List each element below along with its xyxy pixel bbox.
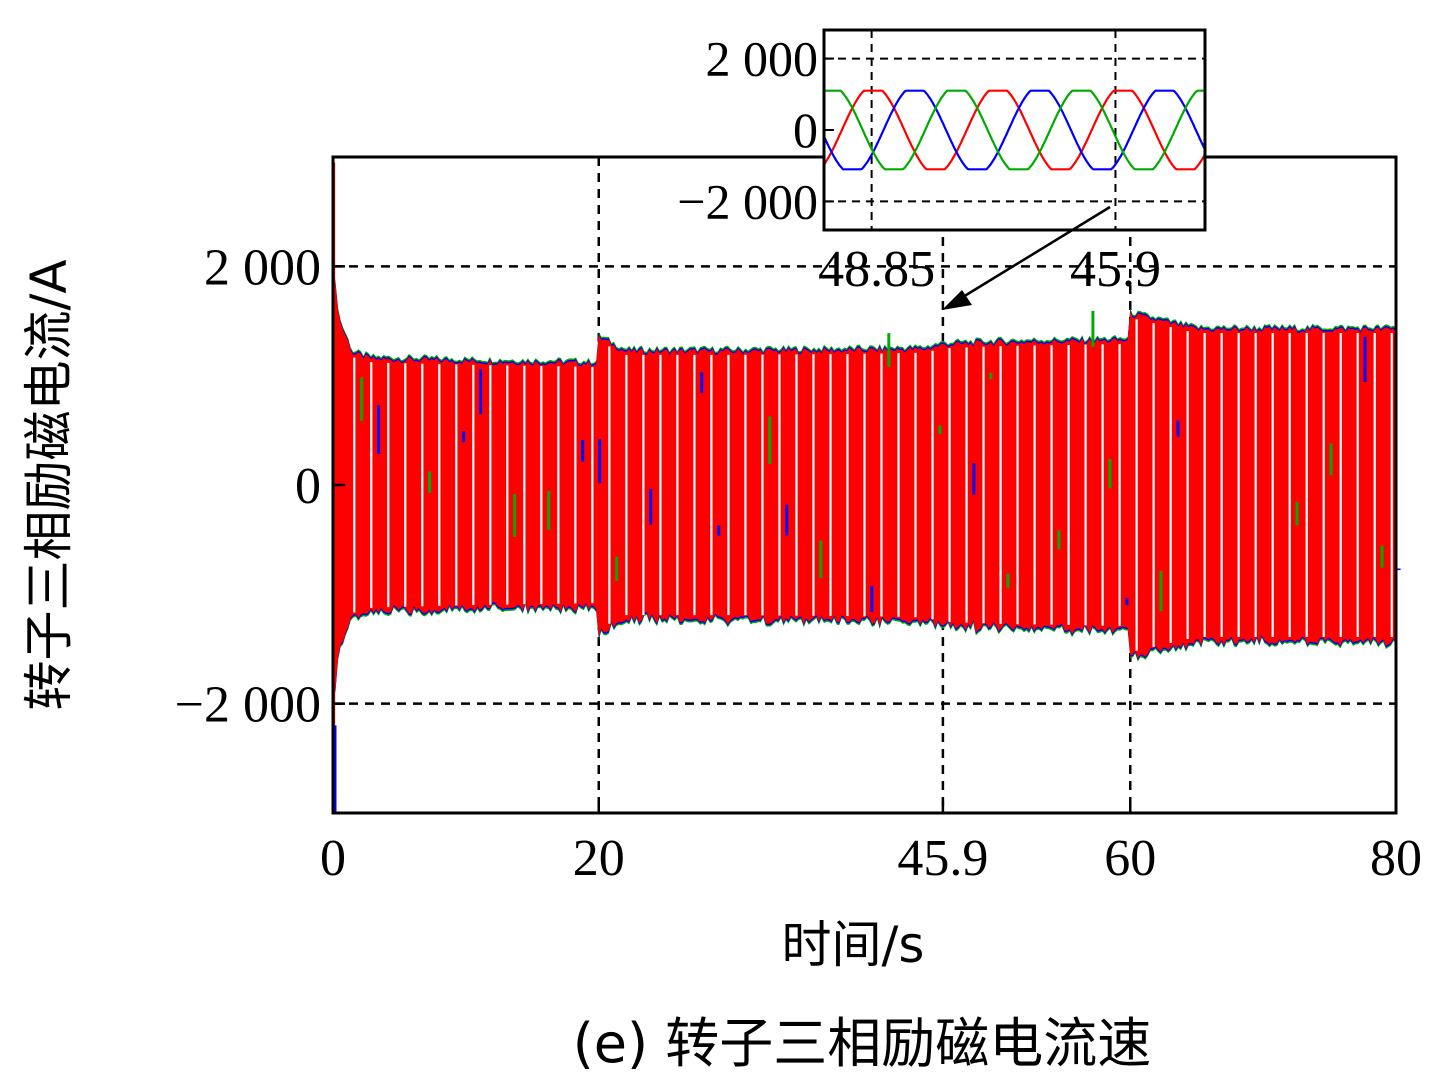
y-axis-label: 转子三相励磁电流/A [20, 259, 78, 710]
x-tick-labels: 0 20 45.9 60 80 [320, 830, 1422, 887]
chart-caption: (e) 转子三相励磁电流速 [573, 1012, 1152, 1075]
x-axis-label: 时间/s [782, 916, 925, 974]
inset-x-labels: 48.85 45.9 [818, 241, 1161, 298]
x-tick-label: 45.9 [897, 830, 988, 887]
inset-data [823, 89, 1206, 171]
arrow-head [942, 290, 972, 310]
zoom-inset: 2 000 0 −2 000 48.85 45.9 [677, 28, 1207, 298]
zoom-arrow [942, 205, 1111, 310]
inset-x-tick-label: 48.85 [818, 241, 935, 298]
x-tick-label: 80 [1370, 830, 1422, 887]
inset-phase-curve [824, 89, 1205, 171]
x-tick-label: 0 [320, 830, 346, 887]
y-tick-label: 0 [295, 458, 321, 515]
inset-x-tick-label: 45.9 [1070, 241, 1161, 298]
inset-phase-curve [823, 89, 1206, 171]
y-tick-label: −2 000 [175, 677, 321, 734]
inset-grid [824, 30, 1205, 230]
x-tick-label: 20 [573, 830, 625, 887]
inset-phase-curve [823, 89, 1206, 171]
main-ticks [331, 265, 1398, 813]
inset-y-tick-label: 0 [793, 102, 818, 158]
inset-ticks [824, 57, 834, 203]
main-data [332, 162, 1401, 812]
main-plot: 0 20 45.9 60 80 2 000 0 −2 000 [175, 155, 1422, 887]
y-tick-labels: 2 000 0 −2 000 [175, 239, 321, 733]
inset-y-tick-label: −2 000 [677, 173, 818, 229]
x-tick-label: 60 [1104, 830, 1156, 887]
y-tick-label: 2 000 [204, 239, 321, 296]
inset-background [824, 30, 1205, 230]
inset-y-labels: 2 000 0 −2 000 [677, 31, 818, 230]
inset-y-tick-label: 2 000 [706, 31, 819, 87]
